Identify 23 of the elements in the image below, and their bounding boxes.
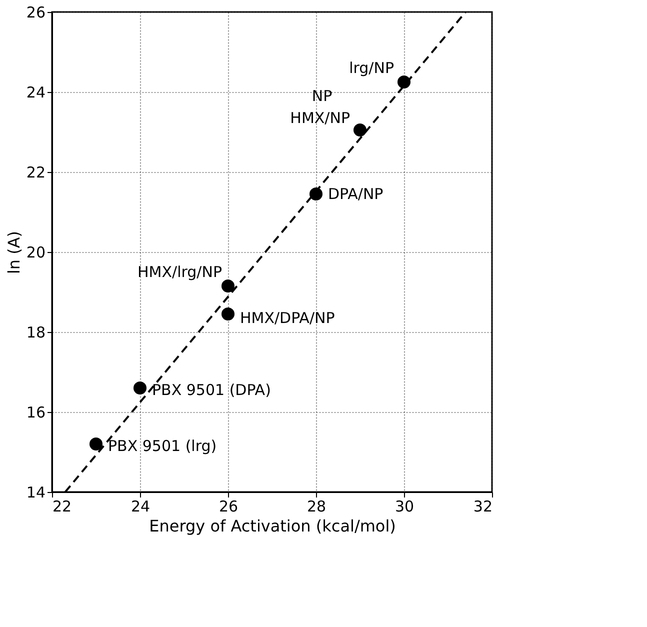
annotation: PBX 9501 (lrg) [108, 437, 217, 455]
y-tick-label: 24 [26, 84, 46, 102]
x-tick-label: 22 [52, 498, 72, 516]
annotation: DPA/NP [328, 185, 384, 203]
x-tick-label: 30 [394, 498, 414, 516]
annotation: PBX 9501 (DPA) [152, 381, 271, 399]
y-tick-label: 14 [26, 484, 46, 502]
annotation: NP [312, 87, 332, 105]
y-tick-label: 26 [26, 4, 46, 22]
annotation: HMX/NP [290, 109, 350, 127]
y-tick-label: 20 [26, 244, 46, 262]
y-tick-label: 18 [26, 324, 46, 342]
x-axis-title: Energy of Activation (kcal/mol) [149, 516, 396, 536]
y-axis-title: ln (A) [4, 230, 24, 274]
annotation: lrg/NP [349, 59, 394, 77]
x-tick-label: 24 [130, 498, 150, 516]
x-tick-label: 26 [218, 498, 238, 516]
annotation: HMX/DPA/NP [240, 309, 335, 327]
annotation: HMX/lrg/NP [138, 263, 222, 281]
x-tick-label: 28 [306, 498, 326, 516]
y-tick-label: 16 [26, 404, 46, 422]
y-tick-label: 22 [26, 164, 46, 182]
x-tick-label: 32 [473, 498, 492, 516]
